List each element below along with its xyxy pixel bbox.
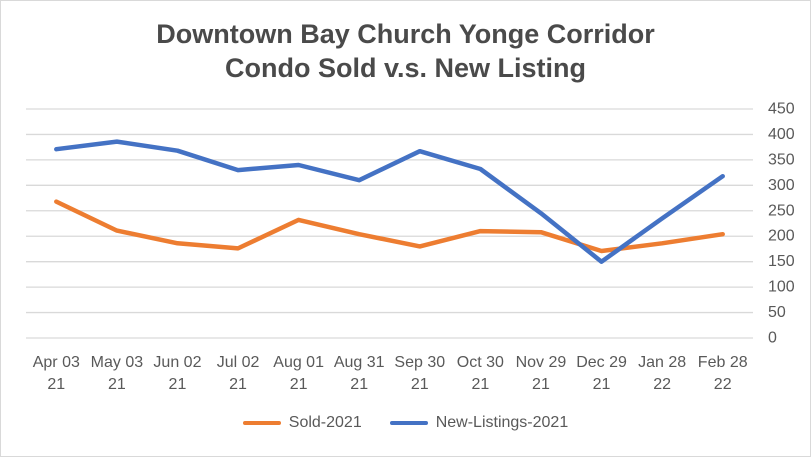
- chart-title-line1: Downtown Bay Church Yonge Corridor: [156, 19, 655, 49]
- legend-line-icon-sold: [242, 420, 281, 426]
- y-tick-label-350: 350: [768, 151, 795, 168]
- y-tick-label-100: 100: [768, 279, 795, 296]
- series-line-new-listings-2021: [54, 139, 725, 264]
- legend-label-new-listings-2021: New-Listings-2021: [435, 414, 569, 431]
- legend: Sold-2021 New-Listings-2021: [1, 414, 810, 432]
- legend-label-sold-2021: Sold-2021: [288, 414, 362, 431]
- x-tick-label-3: Jul 02 21: [217, 354, 260, 393]
- x-tick-label-11: Feb 28 22: [698, 354, 748, 393]
- x-tick-label-2: Jun 02 21: [153, 354, 201, 393]
- y-tick-label-50: 50: [768, 304, 786, 321]
- y-tick-label-0: 0: [768, 330, 777, 347]
- x-tick-label-4: Aug 01 21: [273, 354, 324, 393]
- y-tick-label-450: 450: [768, 101, 795, 118]
- legend-item-sold-2021: Sold-2021: [242, 414, 362, 432]
- series-line-sold-2021: [54, 199, 725, 254]
- legend-line-icon-new-listings: [389, 420, 428, 426]
- x-tick-label-7: Oct 30 21: [457, 354, 504, 393]
- legend-item-new-listings-2021: New-Listings-2021: [389, 414, 569, 432]
- x-tick-label-5: Aug 31 21: [334, 354, 385, 393]
- x-tick-label-9: Dec 29 21: [576, 354, 627, 393]
- x-tick-label-8: Nov 29 21: [516, 354, 567, 393]
- y-tick-label-200: 200: [768, 228, 795, 245]
- chart-title-line2: Condo Sold v.s. New Listing: [224, 53, 586, 83]
- x-tick-label-6: Sep 30 21: [394, 354, 445, 393]
- y-tick-label-150: 150: [768, 253, 795, 270]
- y-tick-label-400: 400: [768, 126, 795, 143]
- y-tick-label-250: 250: [768, 202, 795, 219]
- y-tick-label-300: 300: [768, 177, 795, 194]
- x-tick-label-10: Jan 28 22: [638, 354, 686, 393]
- x-tick-label-1: May 03 21: [91, 354, 144, 393]
- x-tick-label-0: Apr 03 21: [33, 354, 80, 393]
- chart-title: Downtown Bay Church Yonge Corridor Condo…: [1, 17, 810, 85]
